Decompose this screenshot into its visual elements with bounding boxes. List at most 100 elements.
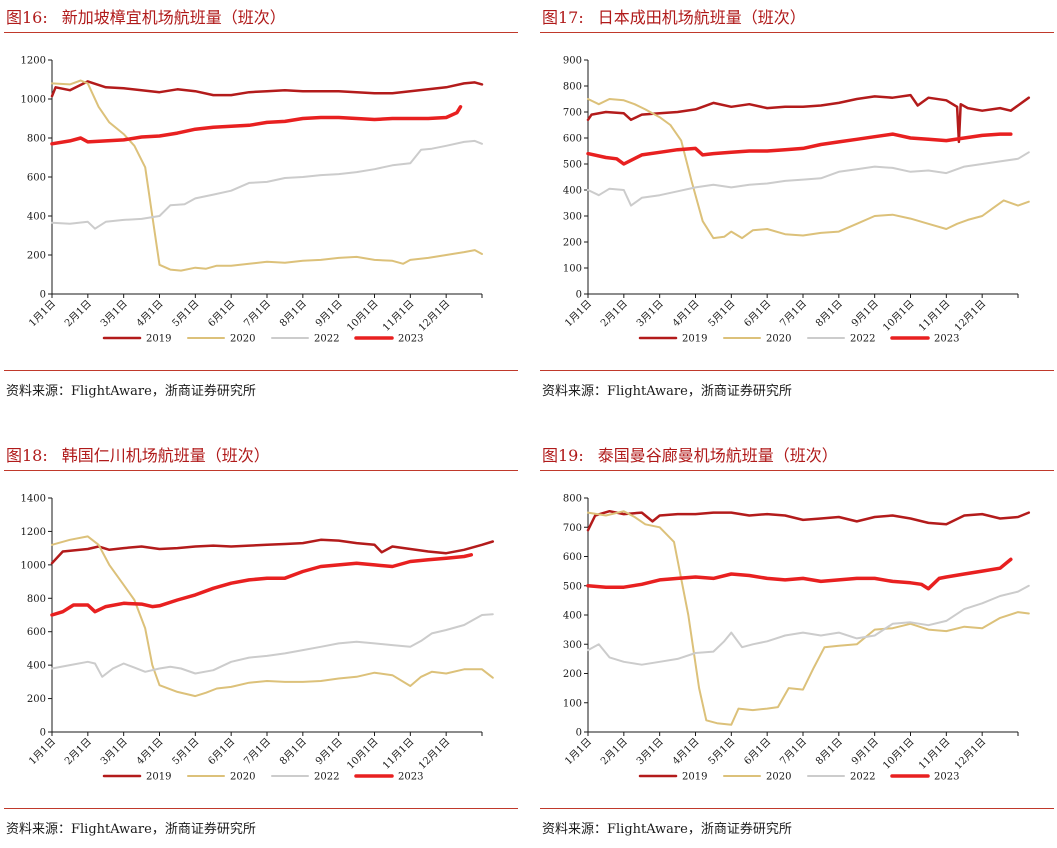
line-chart-incheon: 0 200 400 600 800 1000 1200 1400 1月1日 2月1日 3月1日 4月1…	[21, 494, 495, 783]
x-tick-label: 6月1日	[206, 736, 238, 768]
legend-label-2019: 2019	[146, 334, 171, 345]
chart-title: 图19: 泰国曼谷廊曼机场航班量（班次）	[542, 446, 838, 465]
y-tick-label: 400	[563, 611, 582, 622]
y-tick-label: 800	[563, 82, 582, 93]
y-tick-label: 900	[563, 56, 582, 67]
y-tick-label: 0	[40, 290, 46, 301]
x-tick-label: 3月1日	[98, 298, 130, 330]
x-tick-label: 11月1日	[380, 298, 416, 334]
x-tick-label: 10月1日	[880, 736, 916, 772]
y-tick-label: 800	[27, 594, 46, 605]
y-tick-label: 400	[27, 212, 46, 223]
legend-label-2023: 2023	[934, 772, 959, 783]
y-tick-label: 300	[563, 212, 582, 223]
y-tick-label: 400	[563, 186, 582, 197]
y-tick-label: 200	[563, 238, 582, 249]
y-tick-label: 0	[40, 728, 46, 739]
legend-label-2022: 2022	[314, 772, 339, 783]
series-line-2023	[50, 105, 463, 146]
legend-label-2020: 2020	[766, 772, 791, 783]
y-tick-label: 1000	[21, 560, 46, 571]
legend-label-2019: 2019	[682, 334, 707, 345]
line-chart-narita: 0 100 200 300 400 500 600 700 800 900 1月1日 2月1日 3月1日…	[562, 56, 1031, 345]
series-line-2019	[50, 80, 484, 98]
legend-label-2022: 2022	[850, 772, 875, 783]
y-tick-label: 800	[27, 134, 46, 145]
x-tick-label: 12月1日	[952, 298, 988, 334]
y-tick-label: 500	[563, 160, 582, 171]
series-line-2019	[586, 509, 1031, 532]
x-tick-label: 1月1日	[26, 298, 58, 330]
series-line-2022	[587, 151, 1030, 207]
x-tick-label: 9月1日	[313, 298, 345, 330]
x-tick-label: 9月1日	[849, 736, 881, 768]
series-line-2023	[586, 557, 1013, 591]
y-tick-label: 100	[563, 264, 582, 275]
y-tick-label: 700	[563, 108, 582, 119]
source-rule	[540, 808, 1054, 809]
x-tick-label: 2月1日	[598, 736, 630, 768]
source-rule	[4, 370, 518, 371]
x-tick-label: 2月1日	[62, 298, 94, 330]
series-line-2020	[587, 510, 1030, 726]
legend-label-2023: 2023	[398, 334, 423, 345]
y-tick-label: 600	[563, 134, 582, 145]
series-line-2019	[50, 538, 495, 565]
source-note: 资料来源：FlightAware，浙商证券研究所	[542, 384, 792, 399]
x-tick-label: 1月1日	[26, 736, 58, 768]
x-tick-label: 10月1日	[344, 298, 380, 334]
x-tick-label: 8月1日	[813, 298, 845, 330]
legend-label-2022: 2022	[314, 334, 339, 345]
x-tick-label: 8月1日	[813, 736, 845, 768]
line-chart-don-mueang: 0 100 200 300 400 500 600 700 800 1月1日 2月1日 3月1日 4月1…	[562, 494, 1031, 783]
title-rule	[4, 32, 518, 33]
chart-panel-singapore: 图16: 新加坡樟宜机场航班量（班次） 0 200 400 600 800 1000 1200…	[4, 0, 518, 410]
legend-label-2020: 2020	[230, 334, 255, 345]
y-tick-label: 1400	[21, 494, 46, 505]
x-tick-label: 7月1日	[777, 298, 809, 330]
x-tick-label: 8月1日	[277, 736, 309, 768]
x-tick-label: 4月1日	[134, 298, 166, 330]
legend-label-2023: 2023	[398, 772, 423, 783]
x-tick-label: 9月1日	[313, 736, 345, 768]
x-tick-label: 3月1日	[98, 736, 130, 768]
x-tick-label: 5月1日	[170, 736, 202, 768]
x-tick-label: 12月1日	[416, 736, 452, 772]
y-tick-label: 200	[27, 694, 46, 705]
y-tick-label: 1000	[21, 95, 46, 106]
title-rule	[540, 32, 1054, 33]
source-rule	[4, 808, 518, 809]
y-tick-label: 600	[27, 627, 46, 638]
chart-title: 图18: 韩国仁川机场航班量（班次）	[6, 446, 270, 465]
x-tick-label: 11月1日	[380, 736, 416, 772]
x-tick-label: 1月1日	[562, 736, 594, 768]
x-tick-label: 10月1日	[344, 736, 380, 772]
line-chart-singapore: 0 200 400 600 800 1000 1200 1月1日 2月1日 3月1日 4月1日 5月1…	[21, 56, 484, 345]
y-tick-label: 100	[563, 698, 582, 709]
x-tick-label: 5月1日	[706, 298, 738, 330]
x-tick-label: 2月1日	[598, 298, 630, 330]
x-tick-label: 4月1日	[670, 736, 702, 768]
x-tick-label: 3月1日	[634, 298, 666, 330]
x-tick-label: 6月1日	[742, 736, 774, 768]
y-tick-label: 0	[576, 290, 582, 301]
legend-label-2020: 2020	[230, 772, 255, 783]
y-tick-label: 200	[27, 251, 46, 262]
chart-panel-narita: 图17: 日本成田机场航班量（班次） 0 100 200 300 400 500 600 700…	[540, 0, 1054, 410]
x-tick-label: 10月1日	[880, 298, 916, 334]
title-rule	[540, 470, 1054, 471]
legend-label-2019: 2019	[146, 772, 171, 783]
series-line-2020	[51, 535, 494, 698]
x-tick-label: 3月1日	[634, 736, 666, 768]
title-rule	[4, 470, 518, 471]
x-tick-label: 7月1日	[777, 736, 809, 768]
legend-label-2022: 2022	[850, 334, 875, 345]
y-tick-label: 1200	[21, 56, 46, 67]
y-tick-label: 300	[563, 640, 582, 651]
y-tick-label: 600	[27, 173, 46, 184]
y-tick-label: 500	[563, 581, 582, 592]
series-line-2022	[51, 613, 494, 678]
series-line-2020	[51, 79, 483, 272]
series-line-2022	[51, 139, 483, 230]
y-tick-label: 400	[27, 661, 46, 672]
